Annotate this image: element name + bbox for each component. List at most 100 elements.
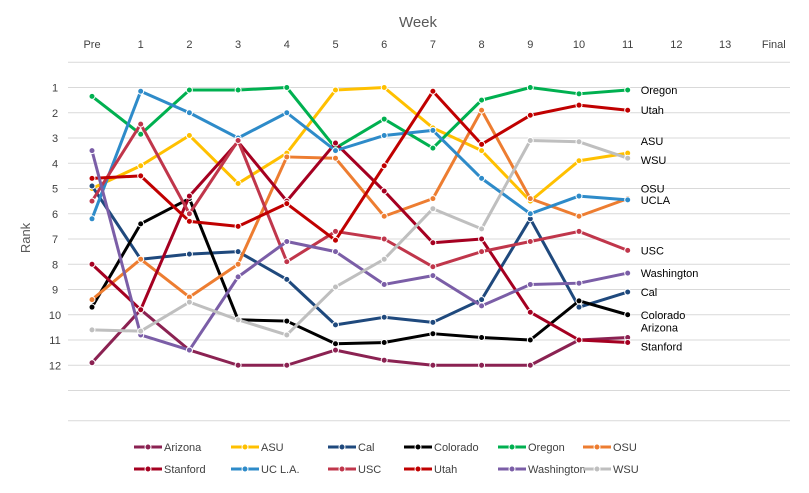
legend-marker	[508, 443, 516, 451]
data-point	[332, 139, 339, 147]
end-label: ASU	[641, 136, 664, 148]
y-tick-label: 10	[49, 310, 61, 322]
legend-label: Stanford	[164, 464, 206, 476]
y-tick-label: 2	[52, 108, 58, 120]
legend-marker	[593, 465, 601, 473]
data-point	[526, 210, 534, 218]
data-point	[380, 212, 388, 220]
legend-item: Stanford	[134, 464, 206, 476]
data-point	[624, 86, 632, 94]
data-point	[137, 172, 145, 180]
end-label: USC	[641, 245, 664, 257]
data-point	[88, 182, 96, 190]
y-tick-label: 3	[52, 133, 58, 145]
legend-label: Utah	[434, 464, 457, 476]
legend-marker	[241, 465, 249, 473]
data-point	[478, 96, 486, 104]
x-tick-label: 10	[573, 39, 585, 51]
y-axis-label: Rank	[18, 222, 33, 253]
data-point	[429, 195, 437, 203]
series-uc-l-a-	[88, 87, 632, 223]
data-point	[575, 227, 583, 235]
legend-label: WSU	[613, 464, 639, 476]
data-point	[429, 318, 437, 326]
legend-label: OSU	[613, 442, 637, 454]
data-point	[185, 86, 193, 94]
data-point	[380, 313, 388, 321]
data-point	[478, 147, 486, 155]
data-point	[234, 86, 242, 94]
data-point	[137, 220, 145, 228]
data-point	[332, 340, 339, 348]
gridlines	[68, 61, 790, 422]
data-point	[137, 162, 145, 170]
data-point	[283, 84, 291, 91]
y-tick-label: 4	[52, 158, 58, 170]
data-point	[283, 361, 291, 369]
data-point	[137, 87, 145, 95]
data-point	[429, 144, 437, 152]
data-point	[283, 258, 291, 266]
data-point	[88, 326, 96, 334]
y-tick-label: 12	[49, 360, 61, 372]
data-point	[478, 106, 486, 114]
legend-marker	[508, 465, 516, 473]
series	[88, 84, 632, 369]
data-point	[380, 187, 388, 195]
end-label: Washington	[641, 268, 699, 280]
y-tick-label: 9	[52, 285, 58, 297]
data-point	[429, 330, 437, 338]
series-washington	[88, 147, 632, 354]
series-oregon	[88, 84, 632, 152]
data-point	[575, 297, 583, 305]
data-point	[88, 303, 96, 311]
data-point	[185, 131, 193, 139]
x-tick-label: 1	[138, 39, 144, 51]
data-point	[332, 248, 339, 256]
x-tick-label: 11	[622, 39, 633, 51]
series-line	[90, 86, 630, 203]
end-label: Oregon	[641, 85, 678, 97]
data-point	[283, 238, 291, 246]
data-point	[575, 336, 583, 344]
data-point	[234, 260, 242, 268]
end-label: WSU	[641, 155, 667, 167]
data-point	[88, 147, 96, 155]
legend-item: Cal	[328, 442, 375, 454]
data-point	[137, 130, 145, 138]
data-point	[478, 361, 486, 369]
data-point	[88, 92, 96, 100]
data-point	[380, 235, 388, 243]
data-point	[429, 205, 437, 213]
data-point	[137, 327, 145, 335]
chart-title: Week	[399, 14, 438, 31]
data-point	[624, 288, 632, 296]
data-point	[380, 339, 388, 347]
series-line	[90, 108, 630, 302]
data-point	[526, 137, 534, 145]
series-line	[90, 86, 630, 150]
data-point	[283, 153, 291, 161]
end-label: Utah	[641, 105, 664, 117]
series-utah	[88, 87, 632, 244]
series-line	[90, 149, 630, 352]
series-line	[90, 89, 630, 242]
data-point	[88, 174, 96, 182]
data-point	[575, 157, 583, 165]
legend-marker	[338, 443, 346, 451]
data-point	[478, 225, 486, 233]
legend-item: UC L.A.	[231, 464, 300, 476]
data-point	[185, 298, 193, 306]
data-point	[234, 316, 242, 324]
data-point	[332, 86, 339, 94]
data-point	[137, 255, 145, 263]
data-point	[88, 197, 96, 205]
legend-label: Colorado	[434, 442, 479, 454]
data-point	[526, 308, 534, 316]
y-tick-label: 11	[49, 335, 60, 347]
data-point	[429, 272, 437, 280]
end-labels: Arizona ASU Cal Colorado Oregon OSU Stanford UC…	[641, 85, 699, 353]
data-point	[526, 111, 534, 119]
